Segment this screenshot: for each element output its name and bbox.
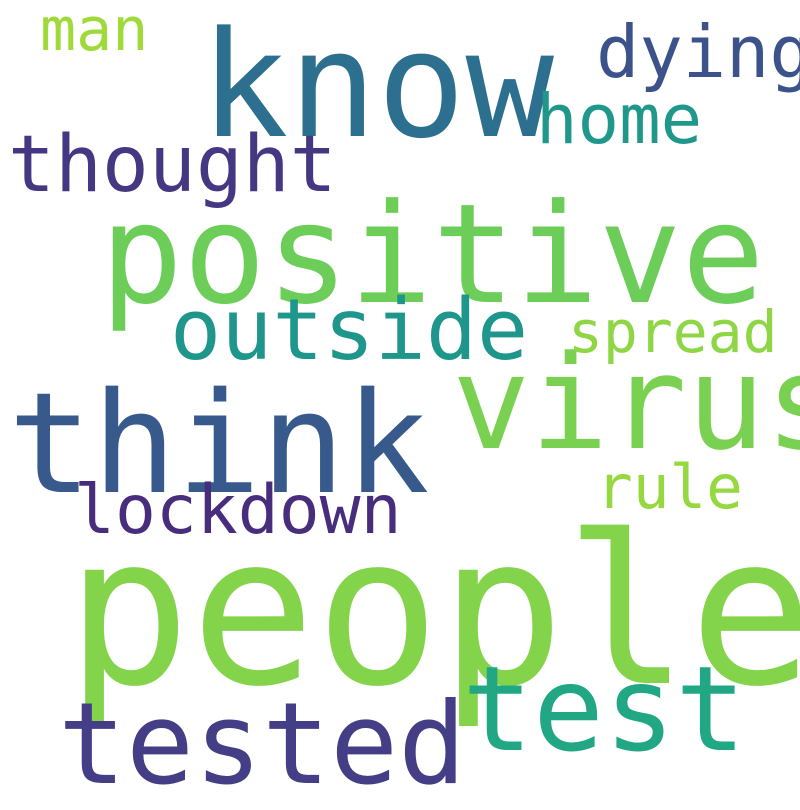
word-spread: spread [568,298,778,366]
word-outside: outside [170,281,529,380]
word-know: know [200,0,555,171]
word-dying: dying [596,10,800,94]
word-think: think [8,363,430,526]
word-rule: rule [596,452,743,523]
word-lockdown: lockdown [74,471,402,550]
word-test: test [462,640,747,778]
word-thought: thought [8,120,337,210]
word-positive: positive [100,174,765,335]
word-home: home [536,80,703,160]
word-people: people [66,491,800,732]
word-man: man [40,0,149,65]
word-tested: tested [58,678,467,810]
word-virus: virus [452,327,800,479]
